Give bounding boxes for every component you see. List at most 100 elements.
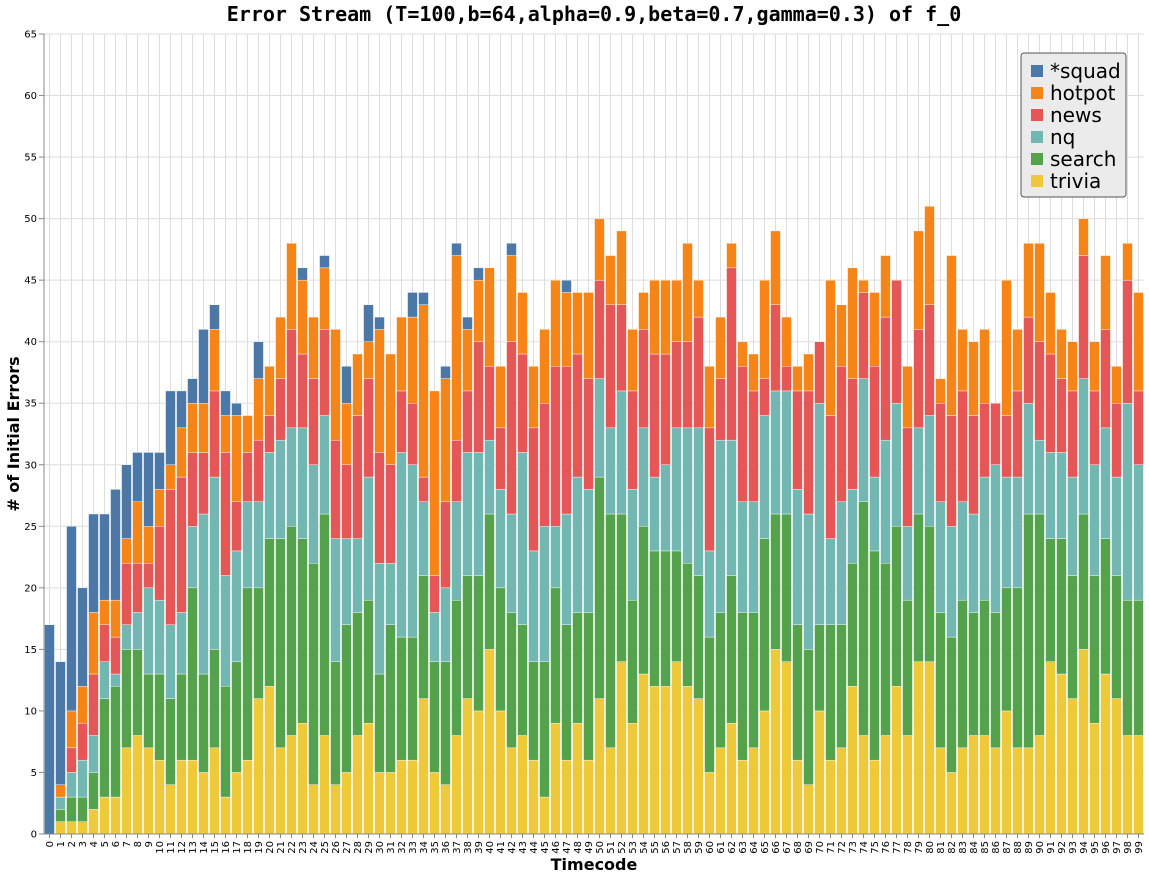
bar-segment-nq-21 [275, 439, 286, 539]
bar-segment-news-98 [1122, 279, 1133, 404]
bar-segment-nq-83 [957, 501, 968, 601]
bar-segment-squad-17 [231, 403, 242, 416]
bar-segment-hotpot-38 [462, 329, 473, 392]
x-tick-label: 18 [243, 841, 254, 854]
bar-segment-search-85 [979, 599, 990, 736]
bar-segment-news-10 [154, 526, 165, 601]
bar-segment-search-53 [627, 599, 638, 724]
bar-segment-search-47 [561, 624, 572, 761]
bar-segment-news-18 [242, 452, 253, 502]
bar-segment-search-42 [506, 612, 517, 749]
bar-segment-news-25 [319, 329, 330, 416]
bar-segment-hotpot-56 [660, 279, 671, 355]
bar-segment-trivia-16 [220, 796, 231, 835]
legend-swatch-hotpot [1031, 87, 1043, 99]
bar-segment-squad-5 [99, 513, 110, 601]
bar-segment-search-79 [913, 513, 924, 662]
bar-segment-trivia-23 [297, 723, 308, 835]
x-tick-label: 22 [287, 841, 298, 854]
x-tick-label: 12 [177, 841, 188, 854]
bar-segment-trivia-81 [935, 747, 946, 835]
bar-segment-nq-32 [396, 452, 407, 638]
bar-segment-hotpot-54 [638, 292, 649, 330]
bar-segment-search-1 [55, 809, 66, 822]
bar-segment-trivia-4 [88, 809, 99, 835]
bar-segment-nq-60 [704, 550, 715, 638]
x-tick-label: 13 [188, 841, 199, 854]
x-tick-label: 69 [804, 841, 815, 854]
bar-segment-squad-8 [132, 452, 143, 502]
bar-segment-trivia-71 [825, 759, 836, 835]
x-tick-label: 35 [430, 841, 441, 854]
bar-segment-trivia-21 [275, 747, 286, 835]
bar-segment-news-31 [385, 464, 396, 564]
bar-segment-news-40 [484, 366, 495, 441]
bar-segment-search-52 [616, 513, 627, 662]
bar-segment-search-58 [682, 563, 693, 687]
bar-segment-trivia-39 [473, 710, 484, 835]
bar-segment-nq-27 [341, 538, 352, 625]
x-tick-label: 5 [100, 841, 111, 847]
bar-segment-hotpot-41 [495, 366, 506, 429]
bar-segment-news-83 [957, 390, 968, 502]
bar-segment-search-61 [715, 612, 726, 749]
bar-segment-squad-25 [319, 255, 330, 269]
y-tick-label: 25 [24, 522, 37, 533]
bar-segment-news-87 [1001, 415, 1012, 478]
bar-segment-search-2 [66, 796, 77, 822]
bar-segment-nq-3 [77, 759, 88, 798]
bar-segment-hotpot-12 [176, 427, 187, 478]
x-tick-label: 21 [276, 841, 287, 854]
bar-segment-search-32 [396, 636, 407, 761]
bar-segment-hotpot-81 [935, 378, 946, 404]
bar-segment-news-47 [561, 366, 572, 515]
bar-segment-trivia-3 [77, 821, 88, 835]
bar-segment-search-82 [946, 636, 957, 773]
bar-segment-search-12 [176, 673, 187, 761]
bar-segment-trivia-58 [682, 686, 693, 835]
bar-segment-search-56 [660, 550, 671, 687]
bar-segment-hotpot-97 [1111, 366, 1122, 404]
x-tick-label: 20 [265, 841, 276, 854]
bar-segment-trivia-27 [341, 772, 352, 835]
y-tick-label: 20 [24, 583, 37, 594]
bar-segment-search-55 [649, 550, 660, 687]
bar-segment-squad-11 [165, 390, 176, 465]
bar-segment-hotpot-39 [473, 279, 484, 342]
bar-segment-search-89 [1023, 513, 1034, 749]
legend-swatch-news [1031, 109, 1043, 121]
bar-segment-trivia-66 [770, 649, 781, 835]
bar-segment-trivia-68 [792, 759, 803, 835]
bar-segment-news-92 [1056, 378, 1067, 453]
bar-segment-trivia-36 [440, 784, 451, 835]
bar-segment-news-13 [187, 452, 198, 527]
bar-segment-trivia-42 [506, 747, 517, 835]
bar-segment-squad-30 [374, 316, 385, 330]
bar-segment-trivia-12 [176, 759, 187, 835]
x-tick-label: 23 [298, 841, 309, 854]
x-tick-label: 39 [474, 841, 485, 854]
bar-segment-hotpot-72 [836, 304, 847, 367]
bar-segment-hotpot-71 [825, 279, 836, 416]
legend-swatch-nq [1031, 131, 1043, 143]
bar-segment-hotpot-67 [781, 316, 792, 367]
bar-segment-trivia-2 [66, 821, 77, 835]
bar-segment-nq-9 [143, 587, 154, 675]
bar-segment-trivia-91 [1045, 661, 1056, 835]
bar-segment-nq-47 [561, 513, 572, 625]
x-tick-label: 57 [672, 841, 683, 854]
bar-segment-news-54 [638, 329, 649, 429]
bar-segment-news-9 [143, 563, 154, 589]
bar-segment-squad-42 [506, 243, 517, 256]
bar-segment-trivia-19 [253, 698, 264, 835]
bar-segment-nq-18 [242, 501, 253, 589]
bar-segment-news-36 [440, 501, 451, 589]
bar-segment-news-14 [198, 452, 209, 515]
bar-segment-nq-30 [374, 563, 385, 675]
x-tick-label: 94 [1079, 841, 1090, 854]
bar-segment-search-78 [902, 599, 913, 736]
bar-segment-search-5 [99, 698, 110, 798]
y-tick-label: 40 [24, 337, 37, 348]
